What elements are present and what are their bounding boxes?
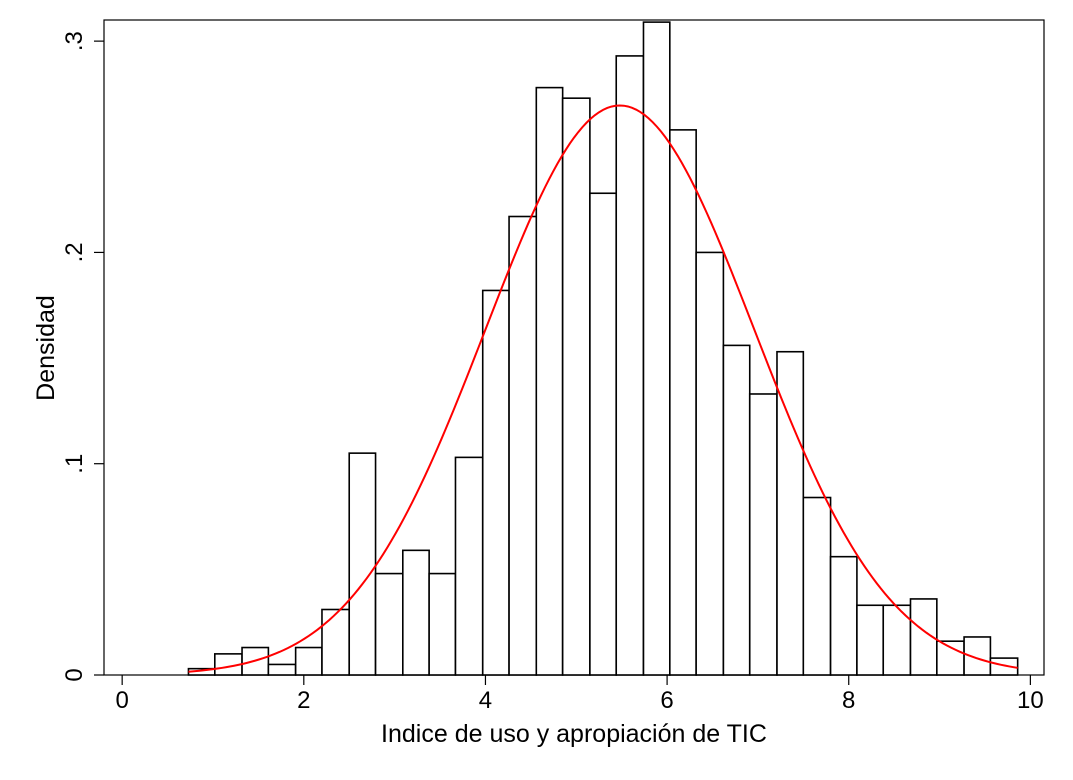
y-tick-label-3: .3 <box>61 31 88 51</box>
y-axis-label: Densidad <box>32 295 60 401</box>
histogram-bar-24 <box>829 555 858 676</box>
x-tick-label-1: 2 <box>297 687 310 714</box>
y-axis: 0 .1 .2 .3 <box>61 31 104 682</box>
histogram-bar-30 <box>989 657 1019 676</box>
histogram-bar-8 <box>402 549 430 676</box>
histogram-bar-15 <box>589 192 618 676</box>
histogram-bar-7 <box>374 572 404 676</box>
x-axis-label: Indice de uso y apropiación de TIC <box>381 720 767 748</box>
y-tick-label-1: .1 <box>61 454 88 474</box>
histogram-bar-19 <box>695 251 725 676</box>
histogram-bar-14 <box>561 97 591 676</box>
histogram-bar-21 <box>748 393 778 676</box>
histogram-bar-9 <box>428 572 457 676</box>
x-axis: 0 2 4 6 8 10 <box>115 675 1044 714</box>
histogram-bar-23 <box>802 496 832 676</box>
x-tick-label-3: 6 <box>660 687 673 714</box>
histogram-bar-22 <box>776 350 805 676</box>
y-tick-label-2: .2 <box>61 242 88 262</box>
y-tick-label-0: 0 <box>61 668 88 681</box>
bars-layer <box>187 21 1019 676</box>
histogram-bar-12 <box>508 215 538 676</box>
histogram-bar-25 <box>856 604 885 676</box>
histogram-bar-4 <box>294 646 323 676</box>
histogram-bar-5 <box>321 608 351 676</box>
histogram-bar-18 <box>669 129 697 676</box>
histogram-bar-2 <box>241 646 270 676</box>
histogram-bar-3 <box>267 663 297 676</box>
x-tick-label-5: 10 <box>1017 687 1044 714</box>
histogram-bar-16 <box>615 55 645 676</box>
histogram-bar-20 <box>722 344 751 676</box>
x-tick-label-0: 0 <box>115 687 128 714</box>
x-tick-label-4: 8 <box>842 687 855 714</box>
x-tick-label-2: 4 <box>479 687 492 714</box>
histogram-bar-11 <box>481 289 510 676</box>
histogram-bar-10 <box>454 456 484 676</box>
histogram-bar-6 <box>348 452 377 676</box>
histogram-bar-17 <box>642 21 671 676</box>
histogram-bar-27 <box>909 598 938 676</box>
histogram-bar-13 <box>535 86 564 676</box>
normal-density-curve <box>188 104 1018 673</box>
